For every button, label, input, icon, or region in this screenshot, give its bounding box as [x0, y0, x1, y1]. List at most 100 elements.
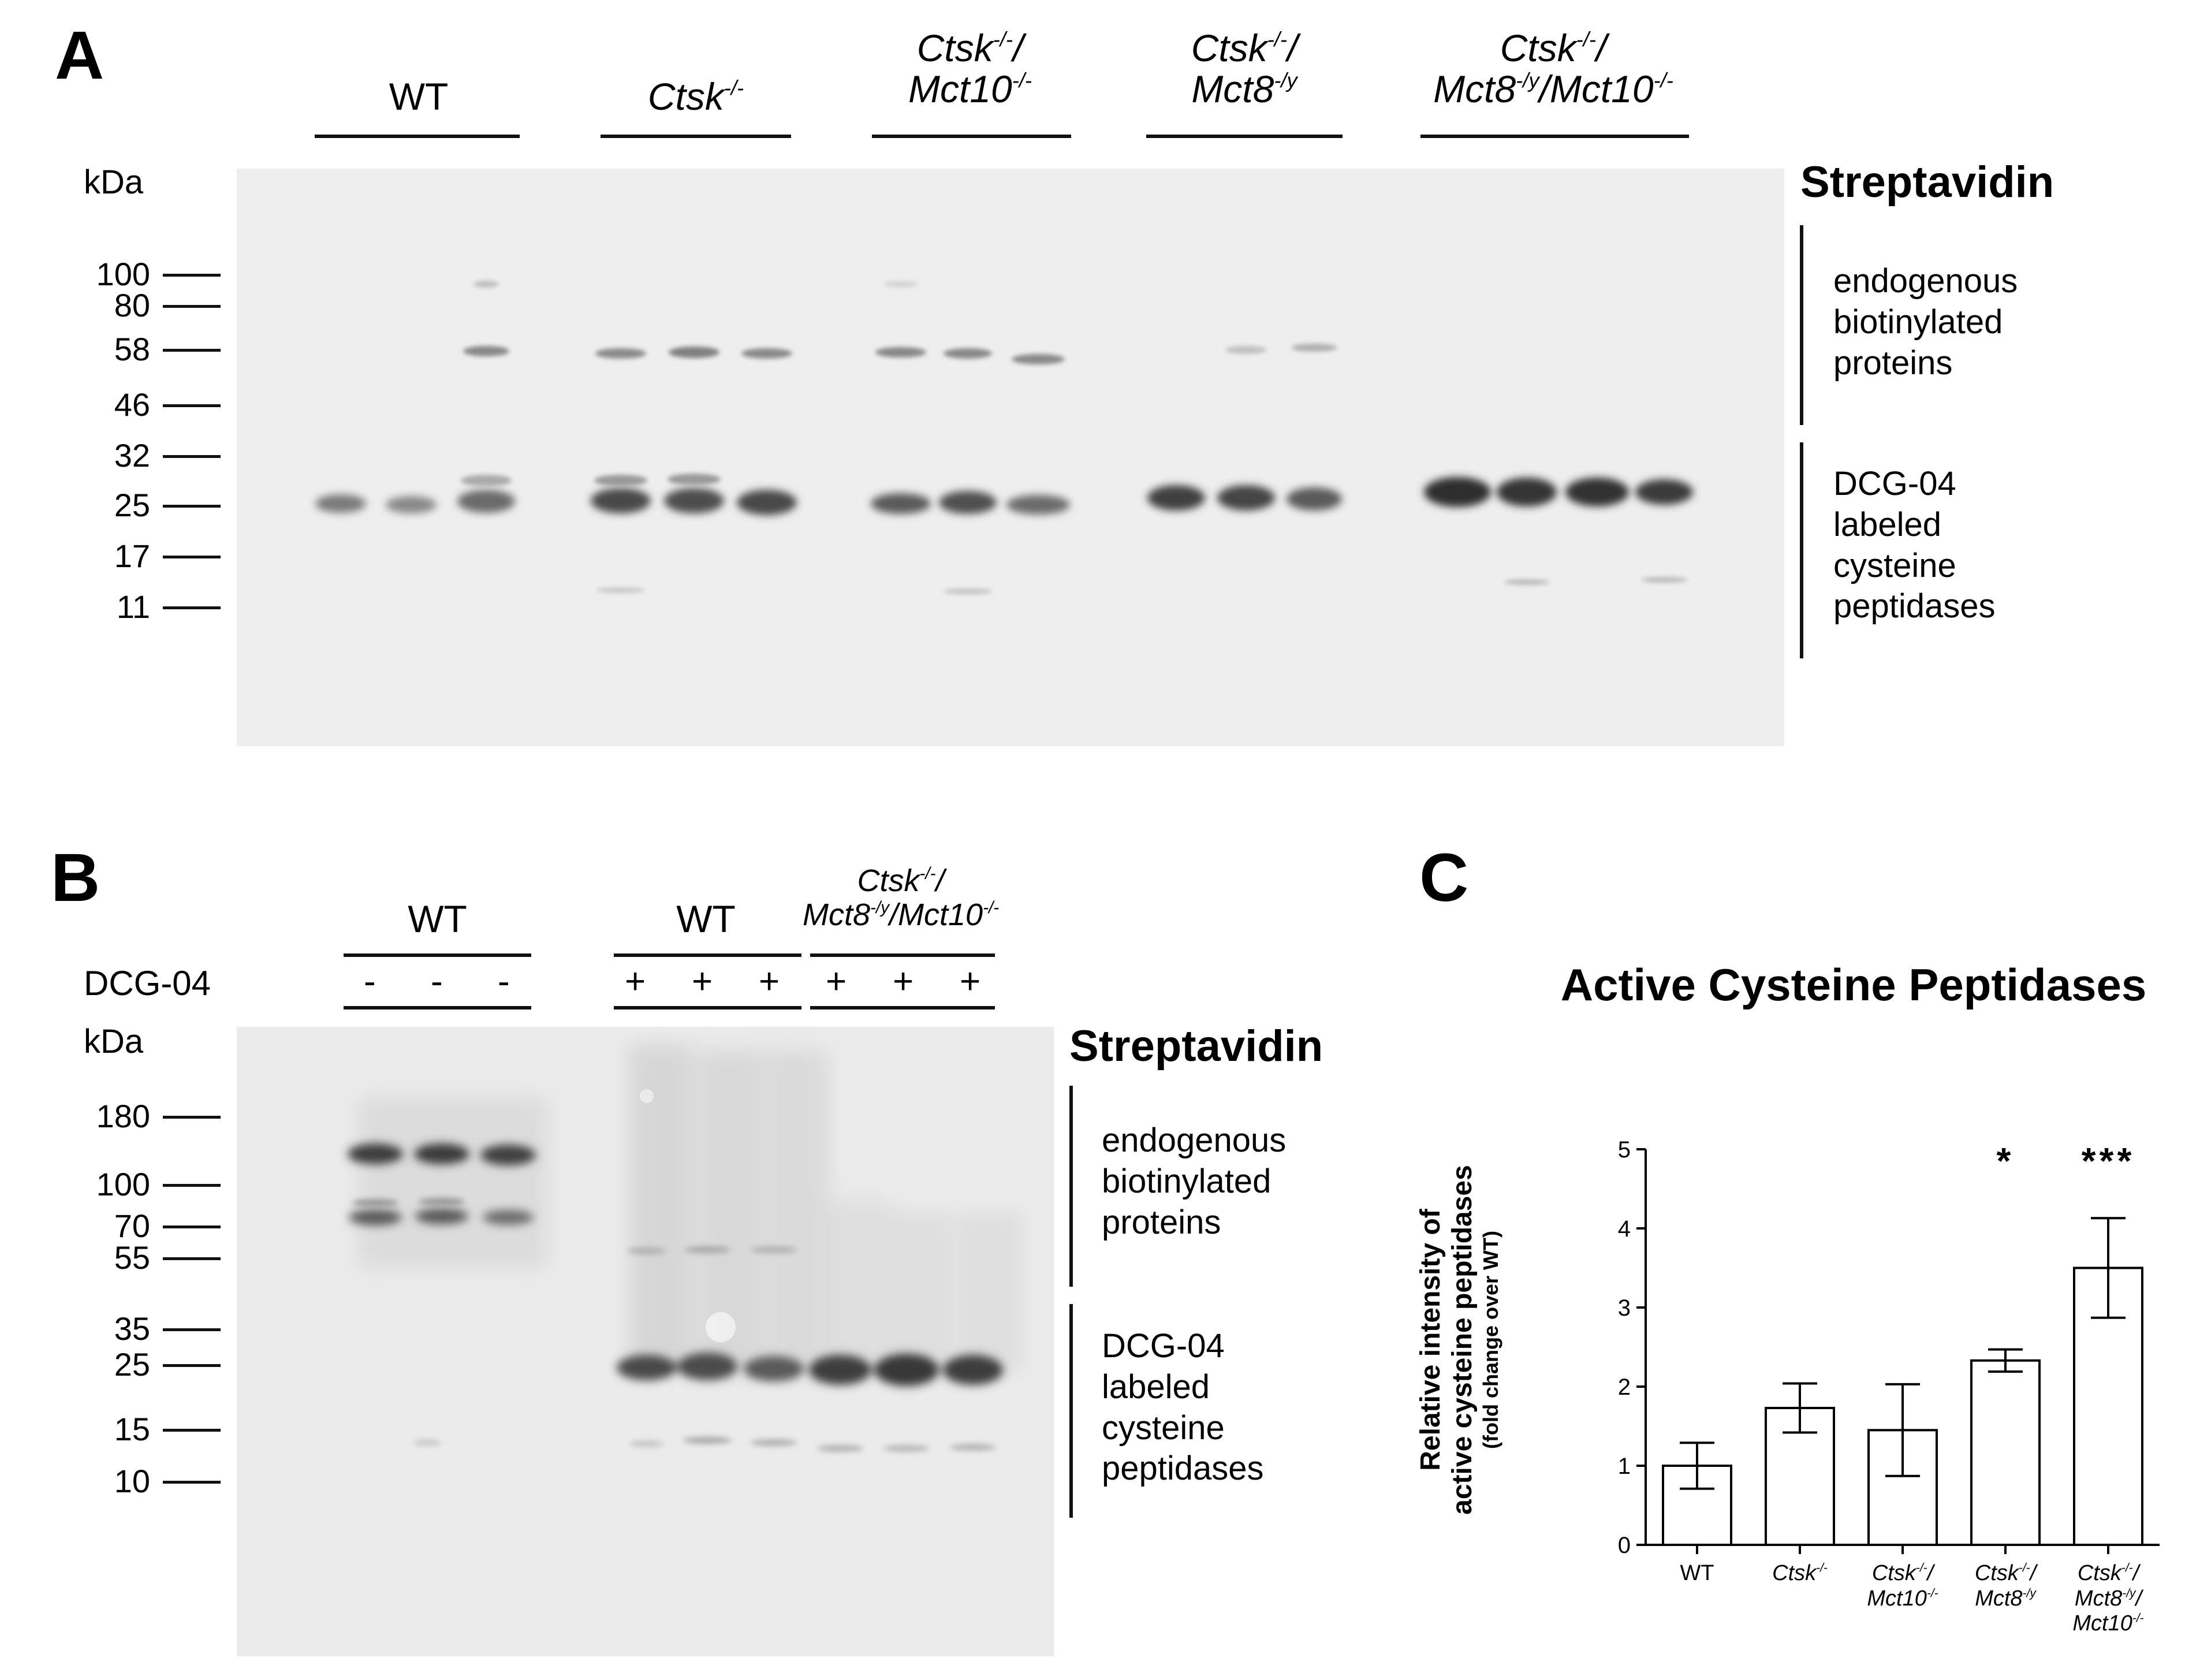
x-tick-label-line: Mct8-/y/	[2074, 1586, 2142, 1611]
mw-tick	[163, 556, 221, 558]
mw-label: 11	[116, 588, 150, 625]
mw-label: 100	[96, 256, 150, 292]
group-label-sup: -/-	[993, 27, 1013, 51]
treatment-sign: +	[692, 962, 713, 1001]
group-rule	[1420, 135, 1689, 138]
x-tick-label-line: WT	[1680, 1561, 1714, 1585]
mw-label: 58	[114, 331, 150, 367]
side-label-line: proteins	[1102, 1203, 1221, 1241]
side-label-line: cysteine	[1102, 1409, 1225, 1447]
x-tick-label-line: Mct10-/-	[2072, 1611, 2144, 1636]
group-label-sup: -/y	[870, 898, 890, 918]
mw-tick	[163, 455, 221, 458]
mw-tick	[163, 1184, 221, 1187]
x-tick-label-line: Mct8-/y	[1975, 1586, 2036, 1611]
group-label-text: /Mct10	[889, 897, 983, 933]
group-rule	[344, 1006, 531, 1010]
mw-label: 180	[96, 1098, 150, 1134]
y-axis-label-line: (fold change over WT)	[1479, 1231, 1503, 1449]
mw-label: 15	[114, 1411, 150, 1447]
mw-tick	[163, 606, 221, 609]
panel-b-stain-label: Streptavidin	[1069, 1022, 1323, 1071]
side-label-line: endogenous	[1833, 262, 2018, 300]
group-label-sup: -/-	[1012, 68, 1032, 92]
side-bracket	[1800, 225, 1803, 425]
side-label-line: DCG-04	[1833, 465, 1956, 502]
group-label-text: Mct8	[1433, 68, 1516, 111]
panel-a-kda-label: kDa	[84, 163, 144, 201]
group-label-wt: WT	[676, 897, 736, 940]
mw-label: 25	[114, 1346, 150, 1383]
significance-marker: ***	[2082, 1140, 2135, 1182]
group-label-sup: -/-	[1267, 27, 1287, 51]
side-bracket	[1069, 1086, 1073, 1287]
x-tick-label: Ctsk-/-/Mct8-/y/Mct10-/-	[2045, 1561, 2172, 1637]
group-label-text: /	[1287, 27, 1298, 69]
mw-label: 32	[114, 437, 150, 474]
side-label-endogenous: endogenous biotinylated proteins	[1102, 1120, 1286, 1243]
group-label-wt: WT	[408, 897, 467, 940]
group-label-sup: -/-	[1653, 68, 1673, 92]
y-tick-label: 1	[1618, 1454, 1631, 1479]
panel-b-letter: B	[51, 840, 100, 916]
treatment-sign: +	[625, 962, 646, 1001]
group-label-text: Ctsk	[647, 75, 724, 118]
side-label-endogenous: endogenous biotinylated proteins	[1833, 261, 2018, 383]
group-label-text: Mct10	[908, 68, 1012, 111]
mw-label: 46	[114, 386, 150, 423]
mw-tick	[163, 505, 221, 508]
mw-label: 80	[114, 287, 150, 323]
mw-label: 100	[96, 1166, 150, 1202]
group-rule	[810, 953, 995, 957]
side-label-line: peptidases	[1833, 587, 1996, 625]
mw-label: 55	[114, 1239, 150, 1276]
group-label-text: Mct8	[1191, 68, 1274, 111]
side-label-dcg04: DCG-04 labeled cysteine peptidases	[1102, 1326, 1264, 1489]
x-tick-label: Ctsk-/-/Mct8-/y	[1942, 1561, 2069, 1611]
panel-b-blot	[237, 1027, 1054, 1656]
treatment-sign: -	[431, 962, 443, 1001]
side-label-dcg04: DCG-04 labeled cysteine peptidases	[1833, 464, 1996, 627]
x-tick-label: WT	[1634, 1561, 1761, 1586]
group-label-wt: WT	[315, 76, 523, 117]
group-label-sup: -/-	[1576, 27, 1596, 51]
panel-a-blot	[237, 169, 1784, 746]
y-tick-label: 2	[1618, 1374, 1631, 1400]
x-tick-label-line: Ctsk-/-/	[1871, 1561, 1934, 1585]
y-axis-label-line: active cysteine peptidases	[1447, 1165, 1478, 1515]
group-label-text: Ctsk	[857, 863, 920, 898]
group-label-text: /	[1012, 27, 1024, 69]
panel-b-kda-label: kDa	[84, 1023, 144, 1060]
side-label-line: biotinylated	[1833, 303, 2003, 341]
x-tick-label: Ctsk-/-/Mct10-/-	[1839, 1561, 1966, 1611]
x-tick-label-line: Ctsk-/-/	[2077, 1561, 2139, 1585]
side-bracket	[1800, 442, 1803, 658]
mw-tick	[163, 1328, 221, 1331]
side-label-line: DCG-04	[1102, 1327, 1225, 1365]
group-rule	[614, 953, 801, 957]
group-label-ctsk-mct8: Ctsk-/-/ Mct8-/y	[1146, 27, 1343, 111]
group-label-sup: -/y	[1274, 68, 1297, 92]
group-label-text: Mct8	[803, 897, 871, 933]
mw-tick	[163, 274, 221, 277]
y-axis-label-line: Relative intensity of	[1415, 1209, 1446, 1471]
group-label-ctsk: Ctsk-/-	[601, 76, 791, 117]
mw-label: 25	[114, 487, 150, 523]
mw-tick	[163, 1116, 221, 1119]
group-label-sup: -/-	[983, 898, 1000, 918]
y-tick-label: 5	[1618, 1137, 1631, 1163]
group-rule	[810, 1006, 995, 1010]
x-tick-label-line: Mct10-/-	[1867, 1586, 1938, 1611]
group-label-text: Ctsk	[1500, 27, 1576, 69]
mw-label: 17	[114, 538, 150, 574]
y-tick-label: 4	[1618, 1216, 1631, 1242]
x-tick-label-line: Ctsk-/-	[1772, 1561, 1828, 1585]
group-rule	[1146, 135, 1343, 138]
bar	[1970, 1359, 2041, 1546]
mw-tick	[163, 1481, 221, 1484]
mw-tick	[163, 305, 221, 308]
treatment-label: DCG-04	[84, 964, 211, 1003]
group-label-ctsk-mct8-mct10: Ctsk-/-/ Mct8-/y/Mct10-/-	[803, 863, 1000, 933]
mw-tick	[163, 1225, 221, 1228]
